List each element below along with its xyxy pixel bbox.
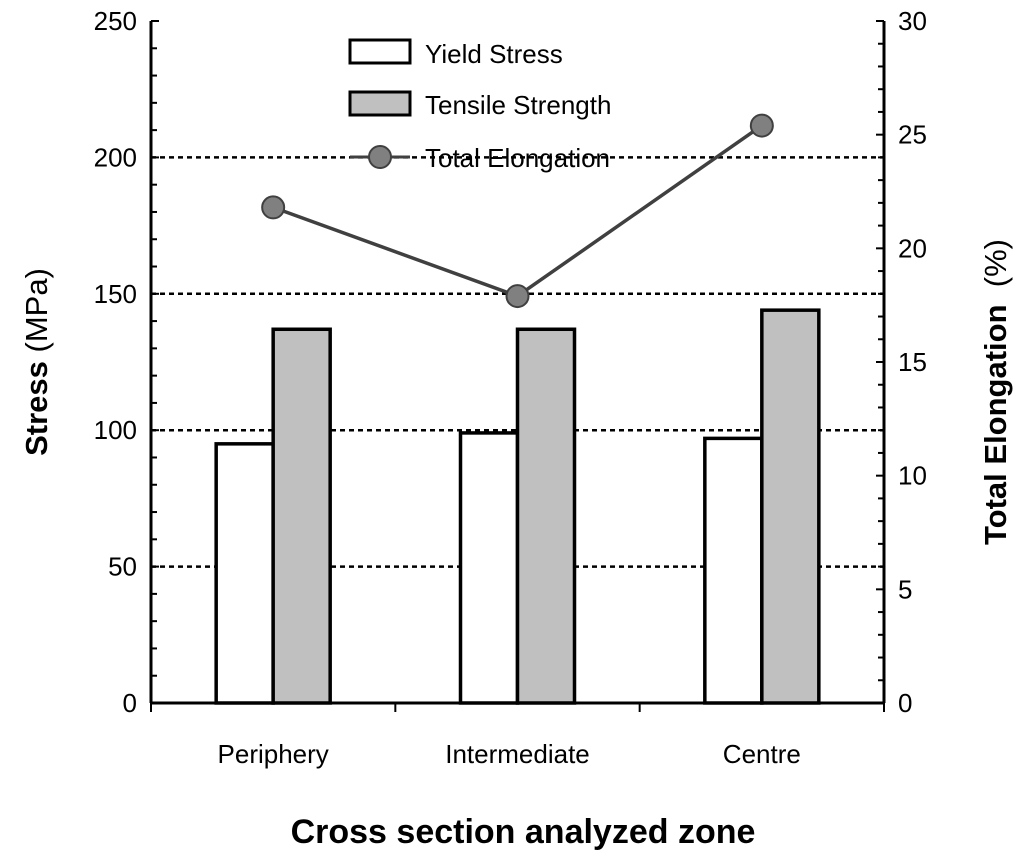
elongation-line <box>261 113 774 309</box>
bar-yield-stress-intermediate <box>458 431 520 705</box>
y-axis-title-bold: Stress <box>19 361 54 456</box>
elongation-point-intermediate <box>505 284 530 309</box>
y2-axis-title: Total Elongation (%) <box>978 239 1013 545</box>
y2-tick-label: 20 <box>898 233 927 263</box>
legend-label-yield-stress: Yield Stress <box>425 39 563 69</box>
bars <box>214 308 821 705</box>
elongation-point-periphery <box>261 195 286 220</box>
y2-tick-label: 10 <box>898 461 927 491</box>
y2-axis-title-unit: (%) <box>978 239 1013 304</box>
bar-tensile-strength-centre <box>760 308 821 705</box>
category-label-intermediate: Intermediate <box>445 739 590 769</box>
y-tick-label: 200 <box>94 142 137 172</box>
legend-label-total-elongation: Total Elongation <box>425 143 610 173</box>
y2-tick-label: 15 <box>898 347 927 377</box>
bar-tensile-strength-intermediate <box>515 327 577 705</box>
y2-tick-label: 30 <box>898 6 927 36</box>
y2-tick-label: 25 <box>898 120 927 150</box>
left-axis-ticks: 0 50 100 150 200 250 <box>94 6 159 718</box>
elongation-point-centre <box>749 113 774 138</box>
category-labels: Periphery Intermediate Centre <box>218 739 801 769</box>
x-axis-ticks <box>150 703 885 712</box>
y-tick-label: 0 <box>123 688 137 718</box>
y-axis-title: Stress (MPa) <box>19 268 54 456</box>
category-label-centre: Centre <box>723 739 801 769</box>
legend-label-tensile-strength: Tensile Strength <box>425 90 611 120</box>
legend: Yield Stress Tensile Strength Total Elon… <box>348 38 611 173</box>
y-tick-label: 50 <box>108 552 137 582</box>
x-axis-title: Cross section analyzed zone <box>291 813 756 851</box>
y-tick-label: 250 <box>94 6 137 36</box>
y-tick-label: 150 <box>94 279 137 309</box>
category-label-periphery: Periphery <box>218 739 329 769</box>
right-axis-ticks: 0 5 10 15 20 25 30 <box>876 6 927 718</box>
legend-swatch-tensile-strength <box>348 90 412 117</box>
bar-yield-stress-periphery <box>214 442 275 705</box>
y-tick-label: 100 <box>94 415 137 445</box>
y2-axis-title-bold: Total Elongation <box>978 304 1013 545</box>
bar-tensile-strength-periphery <box>271 327 332 705</box>
y-axis-title-unit: (MPa) <box>19 268 54 361</box>
legend-swatch-yield-stress <box>348 38 412 65</box>
bar-yield-stress-centre <box>703 436 764 705</box>
y2-tick-label: 5 <box>898 574 912 604</box>
legend-marker-total-elongation <box>368 145 392 169</box>
y2-tick-label: 0 <box>898 688 912 718</box>
